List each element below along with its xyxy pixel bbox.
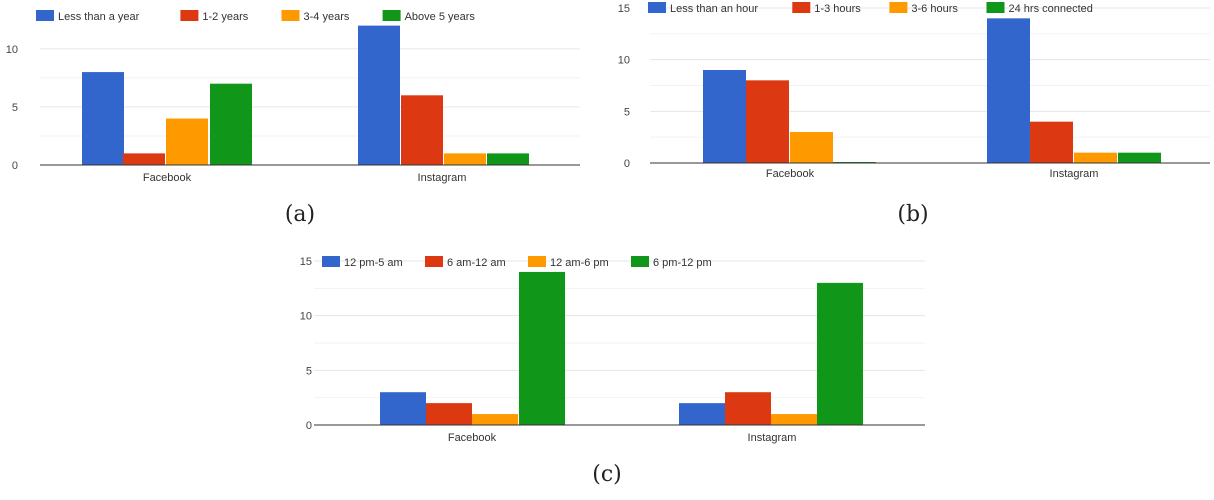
chart-b: 0 5 10 15 Facebook Instagram Less than an hour…: [610, 0, 1214, 190]
legend-label-a-1: 1-2 years: [202, 11, 248, 23]
caption-c: (c): [592, 462, 622, 487]
chart-b-svg: 0 5 10 15 Facebook Instagram Less than an hour…: [618, 2, 1210, 180]
y-tick-label-b-15: 15: [618, 3, 630, 15]
legend-label-a-3: Above 5 years: [405, 11, 476, 23]
bar-a-3-4-years-facebook: [166, 118, 208, 165]
legend-label-c-3: 6 pm-12 pm: [653, 257, 712, 269]
legend-label-b-0: Less than an hour: [670, 3, 758, 15]
legend-swatch-c-0: [322, 256, 340, 267]
legend-label-c-2: 12 am-6 pm: [550, 257, 609, 269]
legend-swatch-a-0: [36, 10, 54, 21]
bar-a-3-4-years-instagram: [444, 153, 486, 165]
bar-b-3-6-hours-facebook: [790, 132, 833, 163]
category-label-c-facebook: Facebook: [448, 432, 497, 444]
legend-label-c-1: 6 am-12 am: [447, 257, 506, 269]
chart-a: 0 5 10 Facebook Instagram Less than a year 1-2…: [0, 0, 600, 190]
bar-c-6-am-12-am-instagram: [725, 392, 771, 425]
legend-swatch-b-0: [648, 2, 666, 13]
category-label-a-facebook: Facebook: [143, 172, 192, 184]
bar-b-3-6-hours-instagram: [1074, 152, 1117, 163]
chart-a-svg: 0 5 10 Facebook Instagram Less than a year 1-2…: [6, 10, 580, 184]
y-tick-label-a-5: 5: [12, 102, 18, 114]
legend-swatch-c-3: [631, 256, 649, 267]
bar-b-1-3-hours-facebook: [746, 80, 789, 163]
legend-swatch-b-2: [889, 2, 908, 13]
bar-b-less-than-an-hour-facebook: [703, 70, 746, 163]
legend-label-b-1: 1-3 hours: [814, 3, 861, 15]
bar-a-less-than-a-year-facebook: [82, 72, 124, 165]
legend-swatch-a-3: [382, 10, 401, 21]
y-tick-label-a-0: 0: [12, 160, 18, 172]
bar-c-6-pm-12-pm-instagram: [817, 282, 863, 425]
y-tick-label-b-0: 0: [624, 158, 630, 170]
legend-label-a-0: Less than a year: [58, 11, 140, 23]
bar-c-12-pm-5-am-facebook: [380, 392, 426, 425]
category-label-c-instagram: Instagram: [748, 432, 797, 444]
y-tick-label-b-10: 10: [618, 55, 630, 67]
chart-c: 0 5 10 15 Facebook Instagram 12 pm-5 am 6 am-12…: [270, 245, 950, 455]
bar-c-12-am-6-pm-instagram: [771, 414, 817, 425]
bar-b-1-3-hours-instagram: [1030, 121, 1073, 163]
bar-c-6-pm-12-pm-facebook: [519, 271, 565, 425]
caption-b: (b): [897, 202, 929, 227]
bar-b-24-hrs-connected-instagram: [1118, 152, 1161, 163]
bar-a-above-5-years-instagram: [487, 153, 529, 165]
caption-a: (a): [284, 202, 316, 227]
legend-swatch-a-1: [180, 10, 199, 21]
bar-a-1-2-years-facebook: [123, 153, 165, 165]
bar-c-6-am-12-am-facebook: [426, 403, 472, 425]
legend-swatch-c-2: [528, 256, 546, 267]
bar-a-above-5-years-facebook: [210, 83, 252, 165]
y-tick-label-a-10: 10: [6, 44, 18, 56]
legend-label-b-2: 3-6 hours: [911, 3, 958, 15]
legend-label-c-0: 12 pm-5 am: [344, 257, 403, 269]
chart-c-svg: 0 5 10 15 Facebook Instagram 12 pm-5 am 6 am-12…: [300, 256, 925, 444]
category-label-a-instagram: Instagram: [418, 172, 467, 184]
y-tick-label-c-0: 0: [306, 420, 312, 432]
y-tick-label-c-5: 5: [306, 365, 312, 377]
bar-a-1-2-years-instagram: [401, 95, 443, 165]
category-label-b-facebook: Facebook: [766, 168, 815, 180]
y-tick-label-c-15: 15: [300, 256, 312, 268]
bar-b-less-than-an-hour-instagram: [987, 18, 1030, 164]
legend-label-a-2: 3-4 years: [304, 11, 350, 23]
y-tick-label-c-10: 10: [300, 311, 312, 323]
y-tick-label-b-5: 5: [624, 106, 630, 118]
legend-swatch-b-1: [792, 2, 811, 13]
bar-a-less-than-a-year-instagram: [358, 25, 400, 165]
category-label-b-instagram: Instagram: [1050, 168, 1099, 180]
legend-swatch-b-3: [986, 2, 1005, 13]
bar-c-12-am-6-pm-facebook: [472, 414, 518, 425]
bar-c-12-pm-5-am-instagram: [679, 403, 725, 425]
legend-swatch-c-1: [425, 256, 443, 267]
legend-swatch-a-2: [281, 10, 300, 21]
legend-label-b-3: 24 hrs connected: [1009, 3, 1093, 15]
